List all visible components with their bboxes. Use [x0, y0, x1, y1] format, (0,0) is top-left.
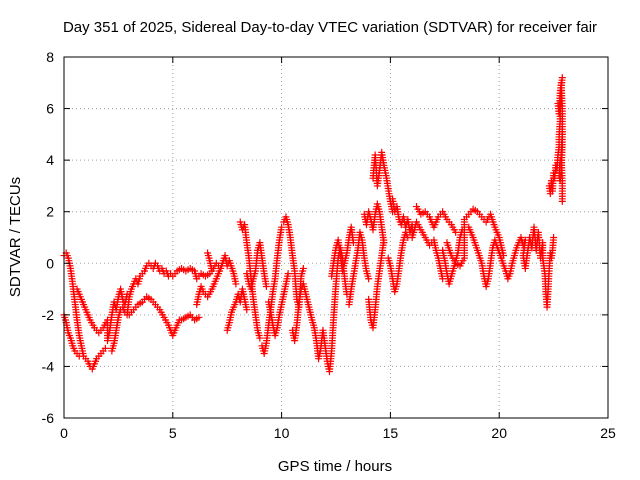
x-axis-label: GPS time / hours [278, 458, 392, 475]
data-point [550, 234, 558, 241]
data-point [243, 306, 251, 314]
y-tick-label: 2 [46, 204, 54, 220]
axis-ticks: 0 5 10 15 20 25 -6 -4 -2 0 2 4 6 8 [42, 49, 616, 441]
data-point [558, 197, 566, 205]
y-tick-label: 6 [46, 101, 54, 117]
data-point [232, 280, 240, 288]
y-tick-label: -6 [42, 410, 55, 426]
data-point [299, 264, 307, 272]
chart-title: Day 351 of 2025, Sidereal Day-to-day VTE… [63, 19, 597, 36]
y-tick-label: -2 [42, 307, 55, 323]
data-point [556, 156, 564, 164]
data-point [278, 223, 286, 231]
data-point [256, 334, 264, 342]
data-point [380, 236, 388, 244]
data-point [75, 352, 83, 360]
x-tick-label: 15 [383, 425, 399, 441]
y-tick-label: 0 [46, 255, 54, 271]
data-point [262, 282, 270, 290]
data-point [558, 74, 566, 82]
y-tick-label: 8 [46, 49, 54, 65]
data-point [365, 275, 373, 283]
x-tick-label: 20 [491, 425, 507, 441]
y-tick-label: -4 [42, 358, 55, 374]
x-tick-label: 0 [60, 425, 68, 441]
x-tick-label: 5 [169, 425, 177, 441]
data-series-sdtvar [60, 74, 566, 376]
data-point [195, 313, 203, 321]
plot-frame [63, 56, 609, 419]
y-axis-label: SDTVAR / TECUs [7, 177, 24, 297]
y-tick-label: 4 [46, 152, 54, 168]
x-tick-label: 25 [600, 425, 616, 441]
data-point [101, 344, 109, 352]
x-tick-label: 10 [274, 425, 290, 441]
data-point [284, 270, 292, 278]
